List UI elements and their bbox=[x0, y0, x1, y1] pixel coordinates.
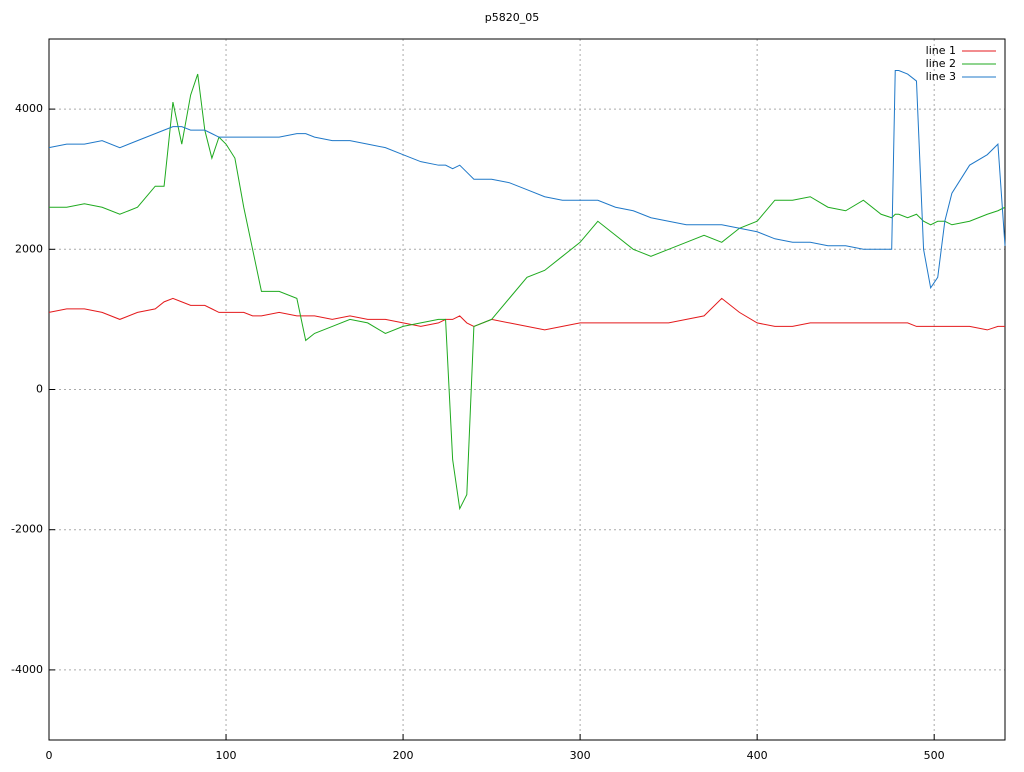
y-tick-label: -4000 bbox=[11, 663, 43, 676]
data-line bbox=[48, 70, 1006, 290]
y-tick-label: 4000 bbox=[15, 102, 43, 115]
legend-label: line 1 bbox=[926, 44, 956, 57]
x-tick-label: 500 bbox=[924, 749, 945, 762]
legend-label: line 2 bbox=[926, 57, 956, 70]
plot-frame bbox=[48, 38, 1006, 741]
y-tick-label: -2000 bbox=[11, 523, 43, 536]
x-tick-label: 100 bbox=[216, 749, 237, 762]
x-tick-label: 400 bbox=[747, 749, 768, 762]
x-tick-label: 0 bbox=[46, 749, 53, 762]
x-tick-label: 200 bbox=[393, 749, 414, 762]
y-tick-label: 2000 bbox=[15, 242, 43, 255]
x-tick-label: 300 bbox=[570, 749, 591, 762]
chart-title: p5820_05 bbox=[485, 11, 539, 24]
y-tick-label: 0 bbox=[36, 383, 43, 396]
legend-label: line 3 bbox=[926, 70, 956, 83]
